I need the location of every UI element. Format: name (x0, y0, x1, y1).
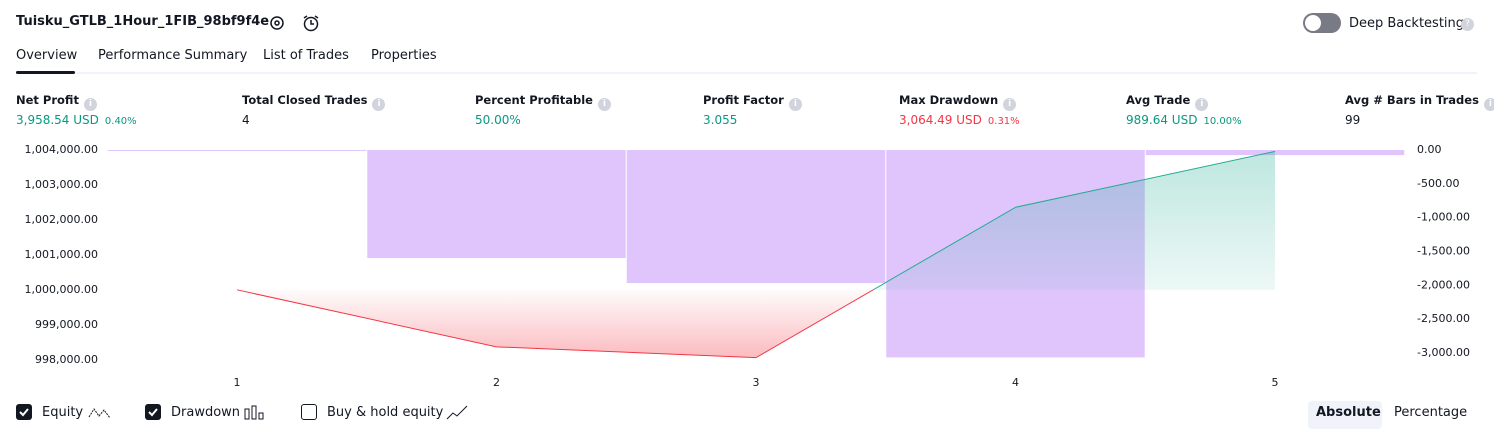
tab-separator (16, 72, 1477, 74)
legend-label: Buy & hold equity (327, 405, 444, 420)
y-tick-label: 1,002,000.00 (25, 213, 98, 226)
metric-label: Max Drawdown i (899, 93, 1017, 111)
equity-area (237, 151, 1275, 358)
metric-value-text: 3.055 (703, 113, 738, 127)
metric-percent: 0.40% (104, 116, 137, 127)
y2-tick-label: 0.00 (1417, 143, 1442, 156)
legend-label: Drawdown (171, 405, 241, 420)
y-tick-label: 1,004,000.00 (25, 143, 98, 156)
drawdown-bar (367, 150, 626, 259)
legend-icon (88, 408, 111, 419)
tab[interactable]: Overview (16, 48, 78, 63)
metric-percent: 10.00% (1203, 116, 1242, 127)
drawdown-bar (107, 150, 367, 152)
y-tick-label: 998,000.00 (35, 353, 98, 366)
checkbox[interactable] (145, 404, 161, 420)
y2-tick-label: -1,500.00 (1417, 245, 1470, 258)
metric-percent: 0.31% (987, 116, 1020, 127)
metric-value: 4 (242, 113, 250, 127)
y2-tick-label: -1,000.00 (1417, 211, 1470, 224)
metric-label-text: Profit Factor (703, 93, 784, 107)
metric-value-text: 4 (242, 113, 250, 127)
mode-button-bg (1308, 401, 1382, 429)
metric-label: Avg # Bars in Trades i (1345, 93, 1494, 111)
y-tick-label: 1,001,000.00 (25, 248, 98, 261)
metric-value-text: 99 (1345, 113, 1361, 127)
metric-value: 3,958.54 USD 0.40% (16, 113, 137, 127)
metric-label: Total Closed Trades i (242, 93, 386, 111)
help-icon[interactable]: ? (1461, 18, 1474, 31)
metric-value-text: 989.64 USD (1126, 113, 1198, 127)
metric-label: Profit Factor i (703, 93, 802, 111)
metric-value: 3.055 (703, 113, 737, 127)
legend-label: Equity (42, 405, 84, 420)
y2-tick-label: -500.00 (1417, 177, 1459, 190)
metric-label-text: Net Profit (16, 93, 79, 107)
info-icon[interactable]: i (1003, 98, 1017, 111)
metric-label-text: Percent Profitable (475, 93, 593, 107)
metric-value-text: 3,064.49 USD (899, 113, 982, 127)
info-icon[interactable]: i (83, 98, 97, 111)
tab[interactable]: Properties (371, 48, 437, 63)
tab-underline (16, 71, 75, 74)
x-tick-label: 5 (1272, 376, 1279, 389)
metric-value: 3,064.49 USD 0.31% (899, 113, 1020, 127)
metric-label: Avg Trade i (1126, 93, 1209, 111)
info-icon[interactable]: i (1195, 98, 1209, 111)
x-tick-label: 3 (753, 376, 760, 389)
mode-button[interactable]: Absolute (1316, 405, 1381, 420)
metric-label: Percent Profitable i (475, 93, 611, 111)
checkbox[interactable] (301, 404, 317, 420)
y-tick-label: 1,003,000.00 (25, 178, 98, 191)
y-tick-label: 1,000,000.00 (25, 283, 98, 296)
metric-value: 989.64 USD 10.00% (1126, 113, 1242, 127)
info-icon[interactable]: i (788, 98, 802, 111)
info-icon[interactable]: i (597, 98, 611, 111)
x-tick-label: 1 (234, 376, 241, 389)
metric-label-text: Max Drawdown (899, 93, 999, 107)
y-tick-label: 999,000.00 (35, 318, 98, 331)
y2-tick-label: -3,000.00 (1417, 346, 1470, 359)
legend-icon (446, 405, 468, 420)
info-icon[interactable]: i (1483, 98, 1494, 111)
strategy-title: Tuisku_GTLB_1Hour_1FIB_98bf9f4e (16, 14, 270, 29)
legend-icon (244, 405, 264, 420)
checkbox[interactable] (16, 404, 32, 420)
info-icon[interactable]: i (372, 98, 386, 111)
y2-tick-label: -2,500.00 (1417, 312, 1470, 325)
metric-label: Net Profit i (16, 93, 97, 111)
drawdown-bar (626, 150, 886, 284)
metric-value: 99 (1345, 113, 1360, 127)
x-tick-label: 2 (493, 376, 500, 389)
metric-label-text: Avg Trade (1126, 93, 1191, 107)
mode-button[interactable]: Percentage (1394, 405, 1468, 420)
metric-value: 50.00% (475, 113, 521, 127)
x-tick-label: 4 (1012, 376, 1019, 389)
metric-label-text: Avg # Bars in Trades (1345, 93, 1479, 107)
metric-label-text: Total Closed Trades (242, 93, 368, 107)
equity-line (236, 150, 1276, 359)
chart: 998,000.00 999,000.00 1,000,000.00 1,001,00… (25, 143, 1470, 389)
toggle[interactable] (1303, 13, 1341, 33)
metric-value-text: 50.00% (475, 113, 521, 127)
toggle-label: Deep Backtesting (1349, 16, 1465, 31)
tab[interactable]: List of Trades (263, 48, 349, 63)
metric-value-text: 3,958.54 USD (16, 113, 99, 127)
header-icons[interactable] (268, 14, 322, 34)
y2-tick-label: -2,000.00 (1417, 278, 1470, 291)
tab[interactable]: Performance Summary (98, 48, 248, 63)
